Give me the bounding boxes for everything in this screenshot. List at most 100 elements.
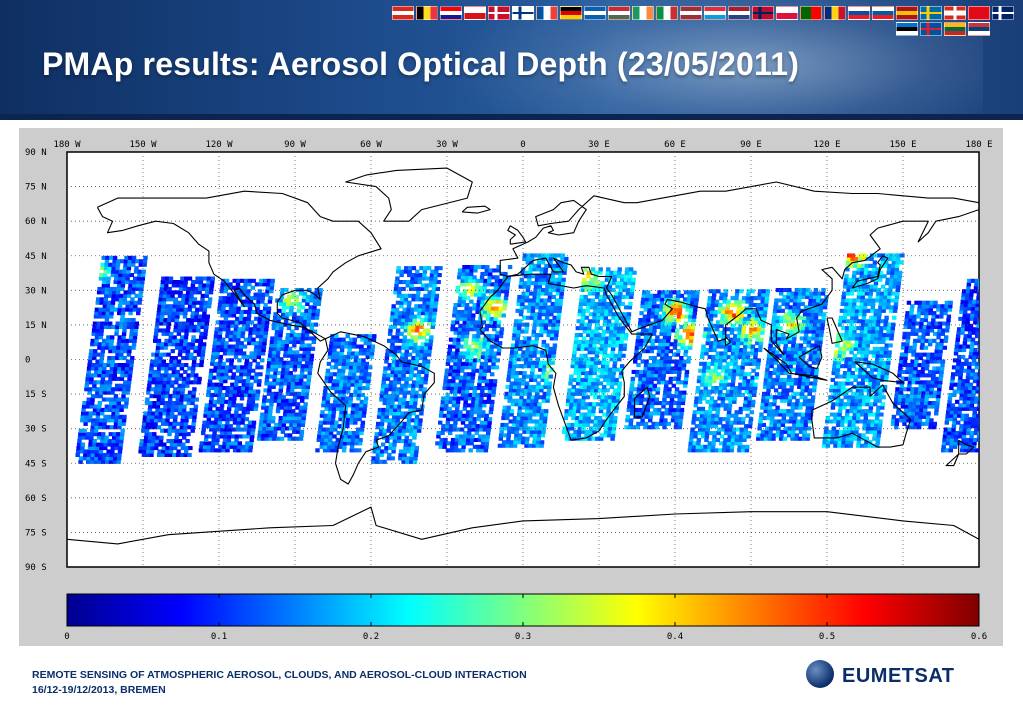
aod-cell: [332, 372, 338, 377]
aod-cell: [530, 426, 535, 431]
aod-cell: [88, 414, 93, 419]
aod-cell: [594, 353, 600, 358]
aod-cell: [611, 371, 616, 376]
aod-cell: [96, 407, 101, 412]
aod-cell: [401, 342, 407, 347]
aod-cell: [358, 379, 363, 384]
aod-cell: [679, 356, 684, 361]
aod-cell: [256, 382, 262, 387]
aod-cell: [460, 365, 465, 370]
aod-cell: [471, 337, 477, 342]
aod-cell: [201, 318, 206, 323]
aod-cell: [263, 388, 268, 393]
aod-cell: [192, 324, 198, 329]
aod-cell: [228, 392, 234, 397]
aod-cell: [297, 419, 302, 424]
aod-cell: [164, 307, 170, 312]
aod-cell: [633, 356, 638, 361]
aod-cell: [507, 265, 513, 270]
flag-nl-icon: [728, 6, 750, 20]
aod-cell: [589, 336, 594, 341]
aod-cell: [473, 265, 479, 270]
aod-cell: [300, 398, 305, 403]
aod-cell: [365, 386, 370, 391]
aod-cell: [371, 337, 377, 342]
aod-cell: [479, 368, 484, 373]
aod-cell: [337, 392, 343, 397]
aod-cell: [468, 365, 473, 370]
aod-cell: [259, 365, 264, 370]
aod-cell: [217, 392, 222, 397]
aod-cell: [139, 286, 144, 291]
aod-cell: [446, 413, 451, 418]
aod-cell: [104, 345, 110, 350]
aod-cell: [210, 448, 215, 453]
flag-si-icon: [872, 6, 894, 20]
aod-cell: [413, 342, 418, 347]
aod-cell: [388, 328, 393, 333]
aod-cell: [372, 449, 377, 454]
aod-cell: [656, 411, 661, 416]
aod-cell: [607, 288, 612, 293]
aod-cell: [235, 341, 241, 346]
aod-cell: [646, 318, 651, 323]
aod-cell: [359, 375, 364, 380]
aod-cell: [121, 338, 126, 343]
aod-cell: [253, 323, 258, 328]
aod-cell: [327, 417, 332, 422]
aod-cell: [569, 374, 574, 379]
aod-cell: [111, 439, 116, 444]
aod-cell: [393, 432, 398, 437]
aod-cell: [234, 437, 239, 442]
aod-cell: [494, 278, 500, 283]
aod-cell: [458, 268, 463, 273]
aod-cell: [158, 300, 163, 305]
aod-cell: [341, 368, 346, 373]
aod-cell: [540, 433, 546, 438]
aod-cell: [475, 309, 480, 314]
aod-cell: [87, 418, 93, 423]
aod-cell: [484, 296, 490, 301]
aod-cell: [618, 350, 623, 355]
aod-cell: [104, 318, 110, 323]
aod-cell: [98, 394, 103, 399]
aod-cell: [450, 354, 455, 359]
aod-cell: [190, 314, 195, 319]
aod-cell: [463, 341, 469, 346]
aod-cell: [458, 354, 463, 359]
aod-cell: [99, 359, 104, 364]
aod-cell: [159, 373, 165, 378]
aod-cell: [142, 414, 148, 419]
aod-cell: [578, 301, 584, 306]
aod-cell: [302, 412, 307, 417]
aod-cell: [242, 320, 247, 325]
aod-cell: [676, 318, 681, 323]
aod-cell: [99, 442, 105, 447]
aod-cell: [203, 304, 208, 309]
aod-cell: [353, 361, 358, 366]
aod-cell: [247, 396, 252, 401]
aod-cell: [91, 387, 97, 392]
aod-cell: [662, 397, 667, 402]
aod-cell: [398, 456, 403, 461]
aod-cell: [241, 386, 246, 391]
aod-cell: [598, 298, 603, 303]
aod-cell: [455, 372, 461, 377]
aod-cell: [163, 404, 168, 409]
aod-cell: [403, 328, 408, 333]
aod-cell: [146, 387, 151, 392]
aod-cell: [662, 369, 667, 374]
aod-cell: [572, 346, 578, 351]
aod-cell: [284, 398, 290, 403]
aod-cell: [398, 369, 403, 374]
aod-cell: [204, 321, 210, 326]
aod-cell: [123, 290, 128, 295]
aod-cell: [98, 421, 103, 426]
aod-cell: [484, 441, 489, 446]
aod-cell: [505, 384, 510, 389]
aod-cell: [178, 432, 184, 437]
aod-cell: [336, 375, 341, 380]
aod-cell: [260, 436, 266, 441]
aod-cell: [246, 431, 251, 436]
aod-cell: [320, 441, 325, 446]
